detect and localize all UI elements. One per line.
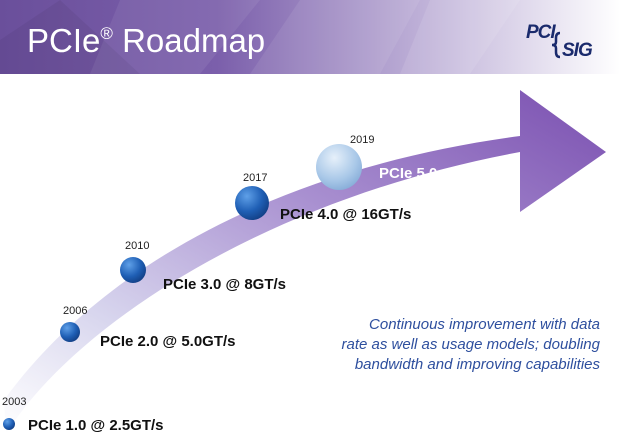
- title-registered-mark: ®: [100, 24, 113, 43]
- milestone-dot-2010: [120, 257, 146, 283]
- title-rest: Roadmap: [112, 22, 266, 59]
- milestone-dot-2019: [316, 144, 362, 190]
- milestone-dot-2003: [3, 418, 15, 430]
- milestone-label-2010: PCIe 3.0 @ 8GT/s: [163, 276, 287, 293]
- roadmap-arrow: [4, 90, 606, 434]
- page-title: PCIe® Roadmap: [27, 22, 265, 60]
- header-facets: [0, 0, 520, 74]
- logo-bracket-icon: [551, 31, 561, 59]
- milestone-label-2017: PCIe 4.0 @ 16GT/s: [280, 206, 412, 223]
- logo-pci-text: PCI: [526, 22, 556, 43]
- year-label-2003: 2003: [2, 396, 27, 408]
- milestone-label-2019: PCIe 5.0 @ 32GT/s: [379, 165, 511, 182]
- milestone-label-2006: PCIe 2.0 @ 5.0GT/s: [100, 333, 236, 350]
- milestone-label-2003: PCIe 1.0 @ 2.5GT/s: [28, 417, 164, 434]
- year-label-2010: 2010: [125, 240, 150, 252]
- milestone-dot-2006: [60, 322, 80, 342]
- year-label-2019: 2019: [350, 134, 375, 146]
- roadmap-note: Continuous improvement with data rate as…: [341, 316, 601, 373]
- pci-sig-logo: PCI SIG: [516, 22, 606, 62]
- year-label-2006: 2006: [63, 305, 88, 317]
- header-banner: PCIe® Roadmap PCI SIG: [0, 0, 620, 74]
- logo-sig-text: SIG: [562, 40, 593, 61]
- title-main: PCIe: [27, 22, 101, 59]
- milestone-dot-2017: [235, 186, 269, 220]
- year-label-2017: 2017: [243, 172, 268, 184]
